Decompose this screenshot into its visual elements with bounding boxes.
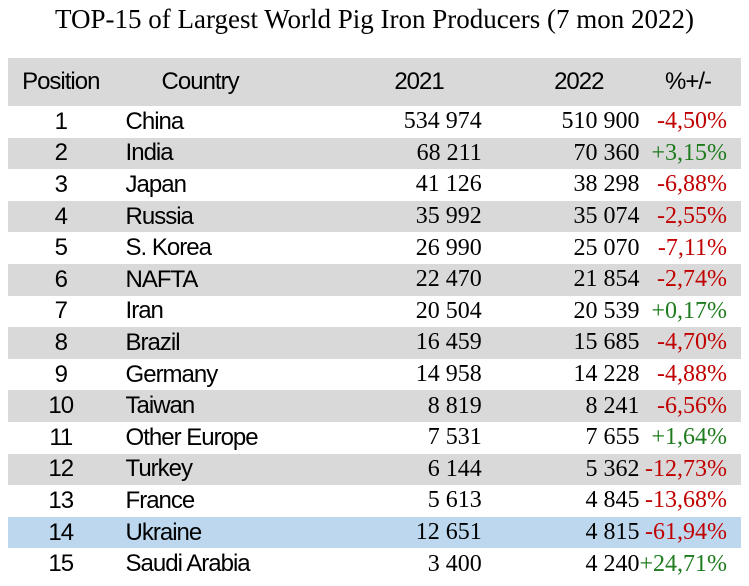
cell-y2022: 4 815 bbox=[481, 516, 640, 549]
header-2021: 2021 bbox=[320, 58, 482, 106]
cell-y2021: 5 613 bbox=[427, 487, 482, 514]
cell-position: 9 bbox=[54, 360, 68, 388]
cell-y2021: 3 400 bbox=[427, 550, 482, 577]
table-row: 11 Other Europe 7 531 7 655 +1,64% bbox=[8, 422, 741, 454]
cell-country: Turkey bbox=[113, 453, 321, 486]
header-country: Country bbox=[113, 58, 321, 106]
cell-change: -2,74% bbox=[639, 263, 741, 296]
cell-change: -4,50% bbox=[657, 108, 727, 135]
cell-y2021: 534 974 bbox=[403, 108, 482, 135]
cell-change: +0,17% bbox=[651, 297, 727, 324]
cell-change: -13,68% bbox=[645, 487, 727, 514]
cell-y2022: 38 298 bbox=[573, 171, 640, 198]
cell-y2021: 6 144 bbox=[320, 453, 482, 486]
cell-country: Iran bbox=[125, 297, 164, 325]
table-row: 5 S. Korea 26 990 25 070 -7,11% bbox=[8, 232, 741, 264]
cell-y2021: 68 211 bbox=[320, 137, 482, 170]
cell-y2022: 14 228 bbox=[573, 361, 640, 388]
header-2022: 2022 bbox=[481, 58, 640, 106]
cell-change: -4,70% bbox=[639, 327, 741, 359]
table-row: 9 Germany 14 958 14 228 -4,88% bbox=[8, 359, 741, 391]
cell-y2021: 20 504 bbox=[415, 297, 482, 324]
cell-y2021: 7 531 bbox=[427, 424, 482, 451]
table-title: TOP-15 of Largest World Pig Iron Produce… bbox=[54, 4, 694, 34]
cell-y2022: 25 070 bbox=[573, 234, 640, 261]
cell-change: -12,73% bbox=[639, 453, 741, 486]
cell-change: -2,55% bbox=[639, 200, 741, 233]
cell-country: Russia bbox=[113, 200, 321, 233]
cell-y2021: 16 459 bbox=[320, 327, 482, 359]
cell-y2022: 8 241 bbox=[481, 390, 640, 422]
cell-change: -61,94% bbox=[639, 516, 741, 549]
cell-position: 10 bbox=[8, 390, 114, 422]
cell-country: Taiwan bbox=[113, 390, 321, 422]
cell-y2022: 35 074 bbox=[481, 200, 640, 233]
table-row: 15 Saudi Arabia 3 400 4 240 +24,71% bbox=[8, 548, 741, 580]
cell-y2022: 5 362 bbox=[481, 453, 640, 486]
table-row: 13 France 5 613 4 845 -13,68% bbox=[8, 485, 741, 517]
table-row: 3 Japan 41 126 38 298 -6,88% bbox=[8, 169, 741, 201]
cell-y2022: 20 539 bbox=[573, 297, 640, 324]
cell-y2022: 510 900 bbox=[561, 108, 640, 135]
cell-country: Japan bbox=[125, 170, 187, 198]
cell-position: 8 bbox=[8, 327, 114, 359]
cell-y2022: 7 655 bbox=[585, 424, 640, 451]
cell-y2021: 26 990 bbox=[415, 234, 482, 261]
producers-table: Position Country 2021 2022 %+/- 1 China 53… bbox=[8, 58, 741, 580]
cell-position: 11 bbox=[49, 423, 73, 451]
cell-change: +3,15% bbox=[639, 137, 741, 170]
cell-country: NAFTA bbox=[113, 263, 321, 296]
cell-position: 4 bbox=[8, 200, 114, 233]
cell-position: 7 bbox=[54, 297, 68, 325]
cell-change: -4,88% bbox=[657, 361, 727, 388]
table-row: 4 Russia 35 992 35 074 -2,55% bbox=[8, 200, 741, 233]
cell-position: 15 bbox=[48, 550, 74, 578]
table-row: 10 Taiwan 8 819 8 241 -6,56% bbox=[8, 390, 741, 422]
table-row: 14 Ukraine 12 651 4 815 -61,94% bbox=[8, 516, 741, 549]
header-row: Position Country 2021 2022 %+/- bbox=[8, 58, 741, 106]
cell-position: 14 bbox=[8, 516, 114, 549]
cell-country: Germany bbox=[125, 360, 219, 388]
cell-y2022: 4 240 bbox=[585, 550, 640, 577]
cell-y2022: 21 854 bbox=[481, 263, 640, 296]
cell-y2021: 35 992 bbox=[320, 200, 482, 233]
cell-country: Ukraine bbox=[113, 516, 321, 549]
cell-position: 5 bbox=[54, 234, 68, 262]
cell-change: -7,11% bbox=[657, 234, 727, 261]
cell-y2021: 12 651 bbox=[320, 516, 482, 549]
cell-country: Brazil bbox=[113, 327, 321, 359]
cell-country: S. Korea bbox=[125, 234, 212, 262]
cell-y2021: 41 126 bbox=[415, 171, 482, 198]
cell-position: 1 bbox=[54, 107, 68, 135]
cell-position: 3 bbox=[54, 170, 68, 198]
cell-y2021: 14 958 bbox=[415, 361, 482, 388]
cell-country: France bbox=[125, 486, 196, 514]
cell-country: India bbox=[113, 137, 321, 170]
table-row: 1 China 534 974 510 900 -4,50% bbox=[8, 106, 741, 138]
cell-country: Saudi Arabia bbox=[125, 550, 251, 578]
cell-change: +1,64% bbox=[651, 424, 727, 451]
cell-country: China bbox=[125, 107, 185, 135]
cell-country: Other Europe bbox=[125, 423, 259, 451]
cell-y2022: 15 685 bbox=[481, 327, 640, 359]
cell-change: -6,56% bbox=[639, 390, 741, 422]
cell-change: -6,88% bbox=[657, 171, 727, 198]
cell-position: 6 bbox=[8, 263, 114, 296]
cell-y2022: 4 845 bbox=[585, 487, 640, 514]
cell-y2021: 22 470 bbox=[320, 263, 482, 296]
cell-change: +24,71% bbox=[639, 550, 727, 577]
table-row: 7 Iran 20 504 20 539 +0,17% bbox=[8, 296, 741, 328]
cell-position: 2 bbox=[8, 137, 114, 170]
cell-position: 12 bbox=[8, 453, 114, 486]
table-row: 8 Brazil 16 459 15 685 -4,70% bbox=[8, 327, 741, 359]
header-position: Position bbox=[8, 58, 114, 106]
table-row: 12 Turkey 6 144 5 362 -12,73% bbox=[8, 453, 741, 486]
table-row: 2 India 68 211 70 360 +3,15% bbox=[8, 137, 741, 170]
header-change: %+/- bbox=[639, 58, 741, 106]
cell-y2022: 70 360 bbox=[481, 137, 640, 170]
table-row: 6 NAFTA 22 470 21 854 -2,74% bbox=[8, 263, 741, 296]
cell-y2021: 8 819 bbox=[320, 390, 482, 422]
cell-position: 13 bbox=[48, 486, 74, 514]
